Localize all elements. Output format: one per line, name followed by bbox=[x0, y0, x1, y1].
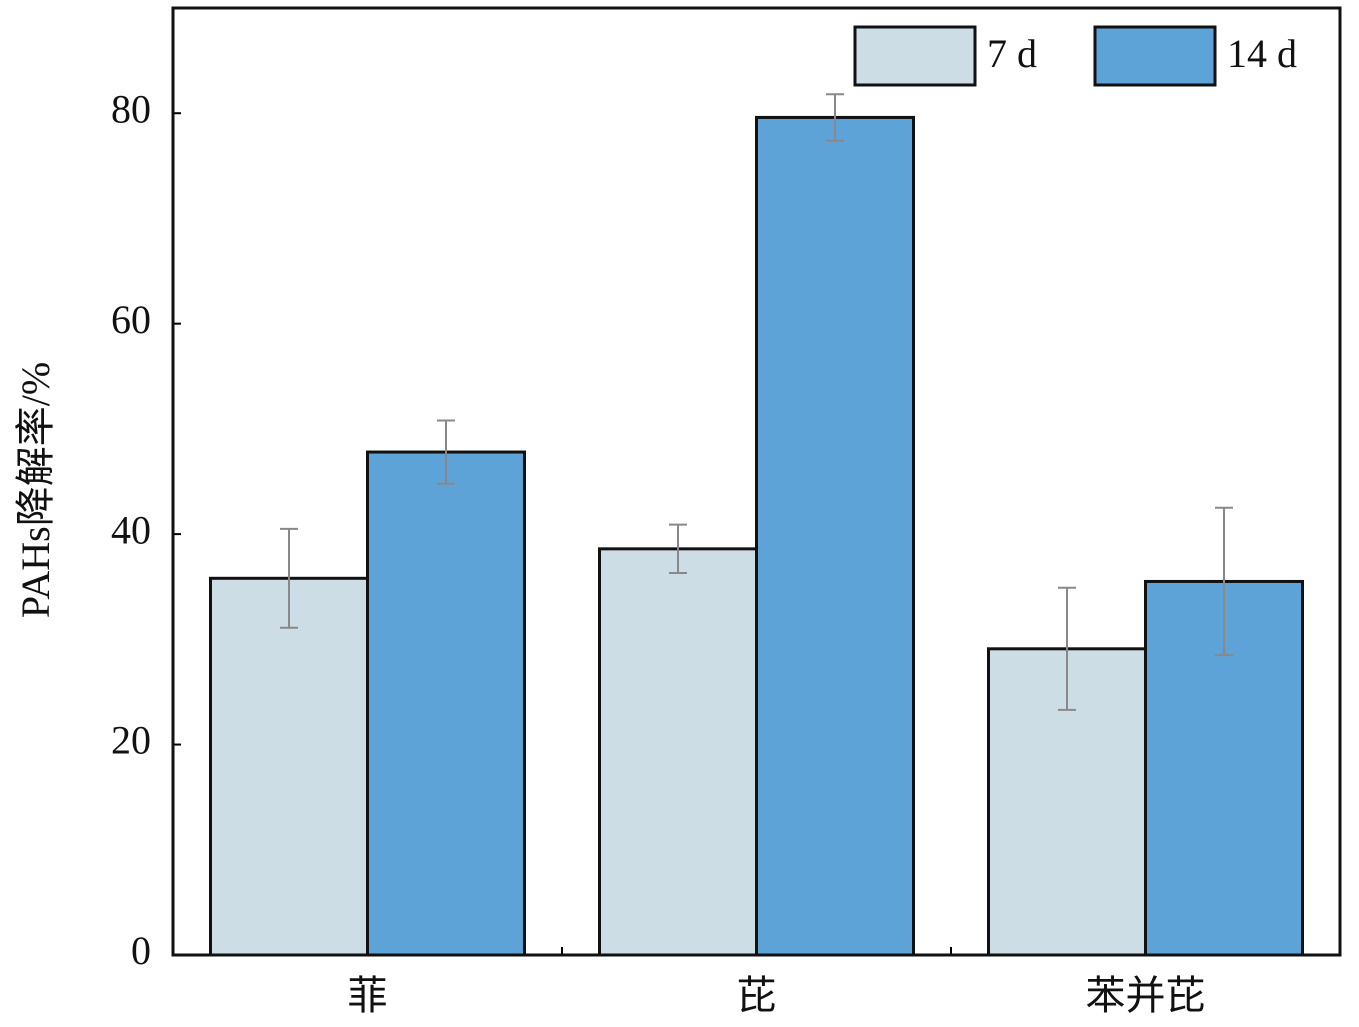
y-tick-label: 40 bbox=[111, 507, 151, 552]
y-axis-label: PAHs降解率/% bbox=[13, 362, 58, 618]
bar bbox=[209, 576, 369, 957]
bar bbox=[366, 450, 526, 957]
bar bbox=[755, 115, 915, 957]
x-tick-label: 苯并芘 bbox=[1086, 973, 1206, 1018]
error-bar bbox=[1058, 586, 1076, 711]
error-bar bbox=[437, 419, 455, 485]
legend-label: 7 d bbox=[987, 31, 1037, 76]
y-tick-label: 20 bbox=[111, 718, 151, 763]
error-bar bbox=[280, 527, 298, 629]
bar bbox=[598, 547, 758, 957]
error-bar bbox=[826, 93, 844, 142]
y-tick-label: 80 bbox=[111, 86, 151, 131]
x-tick-label: 菲 bbox=[348, 973, 388, 1018]
error-bar bbox=[1215, 506, 1233, 657]
legend-label: 14 d bbox=[1227, 31, 1297, 76]
legend-swatch bbox=[1093, 25, 1217, 87]
error-bar bbox=[669, 523, 687, 575]
y-tick-label: 0 bbox=[131, 928, 151, 973]
x-tick-label: 芘 bbox=[737, 973, 777, 1018]
legend-swatch bbox=[853, 25, 977, 87]
plot-frame bbox=[171, 6, 1342, 957]
y-tick-label: 60 bbox=[111, 297, 151, 342]
